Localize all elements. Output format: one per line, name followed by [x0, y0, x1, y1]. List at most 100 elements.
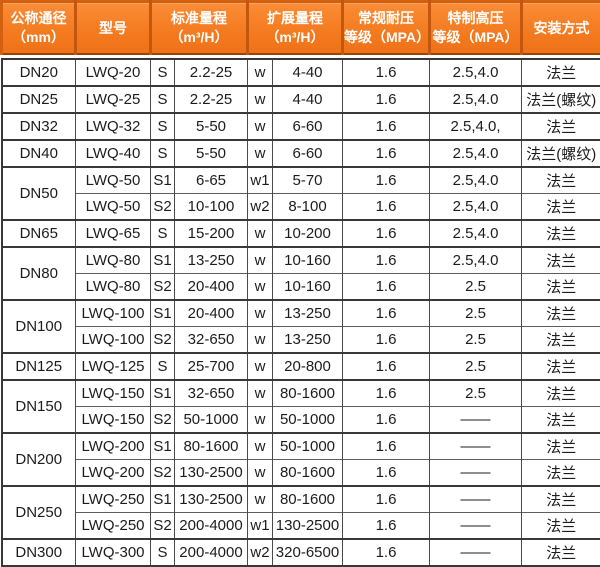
- high-pressure-cell: 2.5,4.0: [430, 247, 522, 274]
- extended-range-cell: 80-1600: [273, 486, 343, 513]
- standard-code-cell: S1: [151, 380, 175, 407]
- extended-code-cell: w: [248, 274, 273, 301]
- normal-pressure-cell: 1.6: [343, 407, 430, 434]
- extended-range-cell: 4-40: [273, 86, 343, 113]
- standard-range-cell: 10-100: [175, 194, 248, 221]
- column-header-line: （m³/H）: [249, 28, 341, 47]
- extended-code-cell: w1: [248, 513, 273, 540]
- model-cell: LWQ-50: [76, 167, 151, 194]
- nominal-diameter-cell: DN40: [2, 140, 76, 167]
- standard-code-cell: S: [151, 220, 175, 247]
- standard-range-cell: 5-50: [175, 140, 248, 167]
- normal-pressure-cell: 1.6: [343, 300, 430, 327]
- standard-range-cell: 2.2-25: [175, 86, 248, 113]
- extended-range-cell: 10-200: [273, 220, 343, 247]
- extended-range-cell: 80-1600: [273, 460, 343, 487]
- extended-code-cell: w: [248, 353, 273, 380]
- column-header-line: 常规耐压: [344, 9, 428, 28]
- nominal-diameter-cell: DN80: [2, 247, 76, 300]
- installation-cell: 法兰(螺纹): [522, 86, 600, 113]
- standard-code-cell: S2: [151, 407, 175, 434]
- standard-range-cell: 20-400: [175, 274, 248, 301]
- high-pressure-cell: ——: [430, 513, 522, 540]
- standard-range-cell: 5-50: [175, 113, 248, 140]
- model-cell: LWQ-20: [76, 59, 151, 86]
- installation-cell: 法兰: [522, 539, 600, 566]
- normal-pressure-cell: 1.6: [343, 86, 430, 113]
- column-header-line: 公称通径: [3, 9, 74, 28]
- column-header-line: 标准量程: [152, 9, 246, 28]
- normal-pressure-cell: 1.6: [343, 460, 430, 487]
- model-cell: LWQ-80: [76, 274, 151, 301]
- extended-code-cell: w: [248, 59, 273, 86]
- model-cell: LWQ-200: [76, 460, 151, 487]
- standard-range-cell: 32-650: [175, 327, 248, 354]
- model-cell: LWQ-100: [76, 300, 151, 327]
- standard-code-cell: S: [151, 59, 175, 86]
- installation-cell: 法兰: [522, 220, 600, 247]
- model-cell: LWQ-25: [76, 86, 151, 113]
- standard-range-cell: 13-250: [175, 247, 248, 274]
- normal-pressure-cell: 1.6: [343, 247, 430, 274]
- column-header-line: （mm）: [3, 28, 74, 47]
- column-header-nominal-diameter: 公称通径（mm）: [2, 2, 76, 55]
- high-pressure-cell: ——: [430, 460, 522, 487]
- normal-pressure-cell: 1.6: [343, 274, 430, 301]
- column-header-line: 安装方式: [523, 19, 600, 38]
- model-cell: LWQ-250: [76, 486, 151, 513]
- nominal-diameter-cell: DN50: [2, 167, 76, 220]
- extended-code-cell: w: [248, 300, 273, 327]
- high-pressure-cell: 2.5: [430, 353, 522, 380]
- normal-pressure-cell: 1.6: [343, 433, 430, 460]
- high-pressure-cell: 2.5,4.0,: [430, 113, 522, 140]
- high-pressure-cell: 2.5,4.0: [430, 220, 522, 247]
- installation-cell: 法兰: [522, 460, 600, 487]
- column-header-line: 型号: [77, 19, 149, 38]
- standard-code-cell: S1: [151, 433, 175, 460]
- installation-cell: 法兰: [522, 353, 600, 380]
- high-pressure-cell: 2.5,4.0: [430, 140, 522, 167]
- extended-code-cell: w: [248, 380, 273, 407]
- column-header-line: 等级（MPA）: [344, 28, 428, 47]
- standard-code-cell: S: [151, 353, 175, 380]
- installation-cell: 法兰: [522, 274, 600, 301]
- extended-code-cell: w: [248, 220, 273, 247]
- extended-code-cell: w: [248, 327, 273, 354]
- installation-cell: 法兰: [522, 380, 600, 407]
- high-pressure-cell: 2.5: [430, 380, 522, 407]
- nominal-diameter-cell: DN200: [2, 433, 76, 486]
- high-pressure-cell: ——: [430, 407, 522, 434]
- extended-range-cell: 10-160: [273, 274, 343, 301]
- standard-range-cell: 32-650: [175, 380, 248, 407]
- model-cell: LWQ-250: [76, 513, 151, 540]
- nominal-diameter-cell: DN65: [2, 220, 76, 247]
- standard-code-cell: S2: [151, 460, 175, 487]
- normal-pressure-cell: 1.6: [343, 59, 430, 86]
- standard-range-cell: 25-700: [175, 353, 248, 380]
- installation-cell: 法兰: [522, 327, 600, 354]
- high-pressure-cell: 2.5,4.0: [430, 86, 522, 113]
- extended-range-cell: 20-800: [273, 353, 343, 380]
- column-header-high-pressure: 特制高压等级（MPA）: [430, 2, 522, 55]
- normal-pressure-cell: 1.6: [343, 327, 430, 354]
- column-header-line: 等级（MPA）: [431, 28, 520, 47]
- standard-range-cell: 2.2-25: [175, 59, 248, 86]
- installation-cell: 法兰: [522, 247, 600, 274]
- high-pressure-cell: ——: [430, 539, 522, 566]
- extended-range-cell: 6-60: [273, 113, 343, 140]
